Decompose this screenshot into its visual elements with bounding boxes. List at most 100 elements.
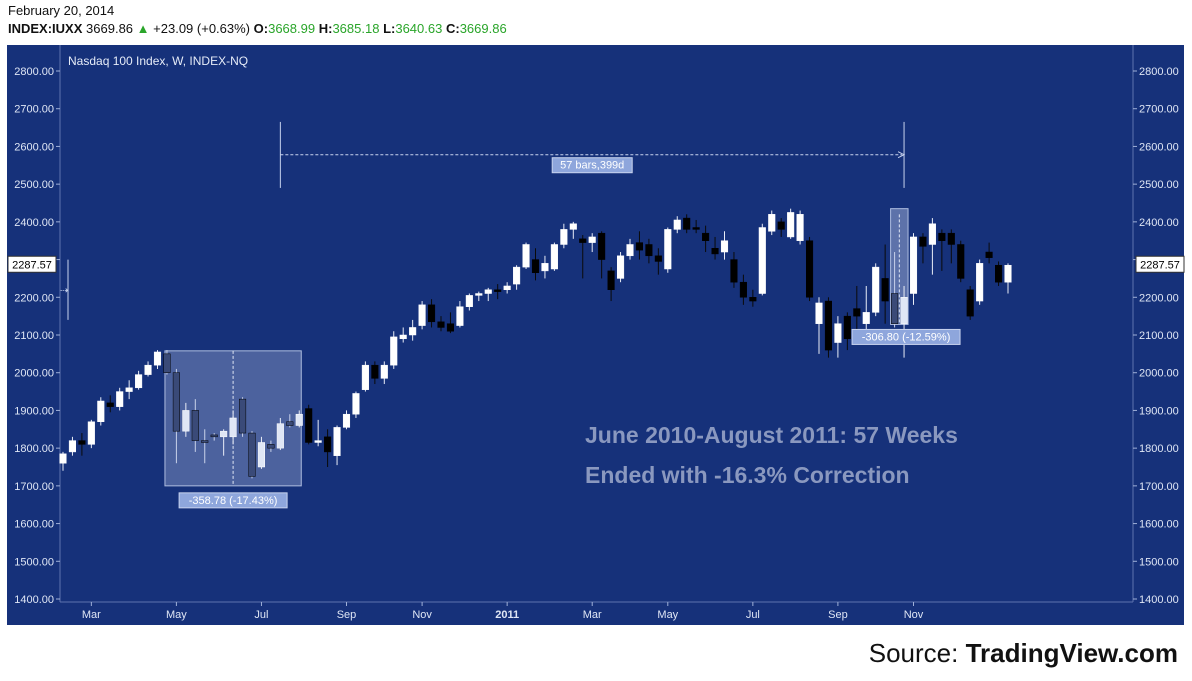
y-tick-label-right: 1400.00 xyxy=(1139,594,1179,606)
candle-body xyxy=(87,421,95,445)
candle-body xyxy=(777,221,785,230)
candle-body xyxy=(201,440,209,443)
candle-body xyxy=(371,364,379,379)
source-prefix: Source: xyxy=(868,638,959,668)
price-tag-right-label: 2287.57 xyxy=(1140,259,1180,271)
candle-body xyxy=(626,244,634,257)
candle-body xyxy=(966,289,974,317)
candle-body xyxy=(928,223,936,245)
edge-marker-arrow-icon: ⇢ xyxy=(60,286,68,297)
candle-body xyxy=(68,440,77,453)
last-price: 3669.86 xyxy=(86,21,134,36)
candle-body xyxy=(938,232,946,241)
candle-body xyxy=(446,323,454,332)
source-credit: Source: TradingView.com xyxy=(869,638,1178,669)
candle-body xyxy=(739,281,747,298)
candle-body xyxy=(891,293,899,324)
candle-body xyxy=(673,219,681,230)
candle-body xyxy=(654,255,662,262)
candle-body xyxy=(796,214,804,241)
high-value: 3685.18 xyxy=(332,21,380,36)
candle-body xyxy=(711,248,719,255)
symbol[interactable]: INDEX:IUXX xyxy=(8,21,83,36)
candle-body xyxy=(257,442,265,468)
candle-body xyxy=(437,321,445,328)
candle-body xyxy=(220,430,228,438)
candle-body xyxy=(919,236,927,247)
candle-body xyxy=(390,336,398,366)
y-tick-label-left: 2700.00 xyxy=(14,104,54,116)
chart-background xyxy=(7,45,1184,625)
candle-body xyxy=(881,278,889,302)
candle-body xyxy=(834,323,842,343)
candle-body xyxy=(560,229,568,245)
candle-body xyxy=(314,440,322,443)
price-tag-left xyxy=(7,255,57,273)
y-tick-label-left: 1500.00 xyxy=(14,556,54,568)
candle-body xyxy=(239,398,247,434)
y-tick-label-right: 1500.00 xyxy=(1139,556,1179,568)
candle-body xyxy=(153,351,162,366)
x-tick-label: Jul xyxy=(746,609,760,621)
y-tick-label-right: 2500.00 xyxy=(1139,179,1179,191)
x-tick-label: Mar xyxy=(82,609,101,621)
candle-body xyxy=(598,232,606,260)
x-tick-label: Mar xyxy=(583,609,602,621)
candle-body xyxy=(116,391,124,407)
y-tick-label-right: 2000.00 xyxy=(1139,368,1179,380)
y-tick-label-left: 2600.00 xyxy=(14,141,54,153)
candle-body xyxy=(617,255,625,279)
price-chart[interactable]: 1400.00 1400.00 1500.00 1500.00 1600.00 1600.… xyxy=(0,0,1192,640)
y-tick-label-right: 1700.00 xyxy=(1139,481,1179,493)
candle-body xyxy=(125,387,133,392)
candle-body xyxy=(97,400,105,422)
candle-body xyxy=(484,289,492,294)
candle-body xyxy=(163,353,171,373)
price-change: +23.09 (+0.63%) xyxy=(153,21,251,36)
candle-body xyxy=(513,266,521,285)
close-label: C: xyxy=(445,21,460,36)
candle-body xyxy=(229,417,237,438)
candle-body xyxy=(286,421,294,426)
candle-body xyxy=(843,315,851,340)
y-tick-label-left: 1800.00 xyxy=(14,443,54,455)
candle-body xyxy=(815,302,823,324)
candle-body xyxy=(853,308,861,317)
candle-body xyxy=(900,297,908,324)
x-tick-label: Nov xyxy=(412,609,432,621)
high-label: H: xyxy=(318,21,333,36)
candle-body xyxy=(295,413,303,426)
x-tick-label: 2011 xyxy=(495,609,519,621)
y-tick-label-right: 1800.00 xyxy=(1139,443,1179,455)
y-tick-label-left: 2800.00 xyxy=(14,66,54,78)
open-label: O: xyxy=(253,21,269,36)
candle-body xyxy=(135,374,143,389)
candle-body xyxy=(872,266,880,313)
open-value: 3668.99 xyxy=(268,21,316,36)
y-tick-label-left: 1900.00 xyxy=(14,405,54,417)
candle-body xyxy=(305,408,313,443)
candle-body xyxy=(191,410,199,441)
candle-body xyxy=(182,410,190,432)
x-tick-label: Sep xyxy=(337,609,357,621)
y-tick-label-left: 1700.00 xyxy=(14,481,54,493)
candle-body xyxy=(588,236,596,243)
candle-body xyxy=(749,297,757,302)
candle-body xyxy=(720,240,729,253)
candle-body xyxy=(144,364,152,375)
x-tick-label: May xyxy=(166,609,187,621)
y-tick-label-right: 1600.00 xyxy=(1139,519,1179,531)
y-tick-label-left: 2000.00 xyxy=(14,368,54,380)
range-arrow-icon xyxy=(897,151,906,159)
x-tick-label: Sep xyxy=(828,609,848,621)
y-tick-label-left: 1600.00 xyxy=(14,519,54,531)
y-tick-label-left: 2400.00 xyxy=(14,217,54,229)
candle-body xyxy=(465,295,473,307)
candle-body xyxy=(995,264,1003,283)
annotation-line-1: June 2010-August 2011: 57 Weeks xyxy=(585,422,958,448)
candle-body xyxy=(494,289,502,292)
candle-body xyxy=(541,263,549,272)
candle-body xyxy=(1004,264,1012,283)
candle-body xyxy=(985,251,993,258)
candle-body xyxy=(664,229,672,270)
